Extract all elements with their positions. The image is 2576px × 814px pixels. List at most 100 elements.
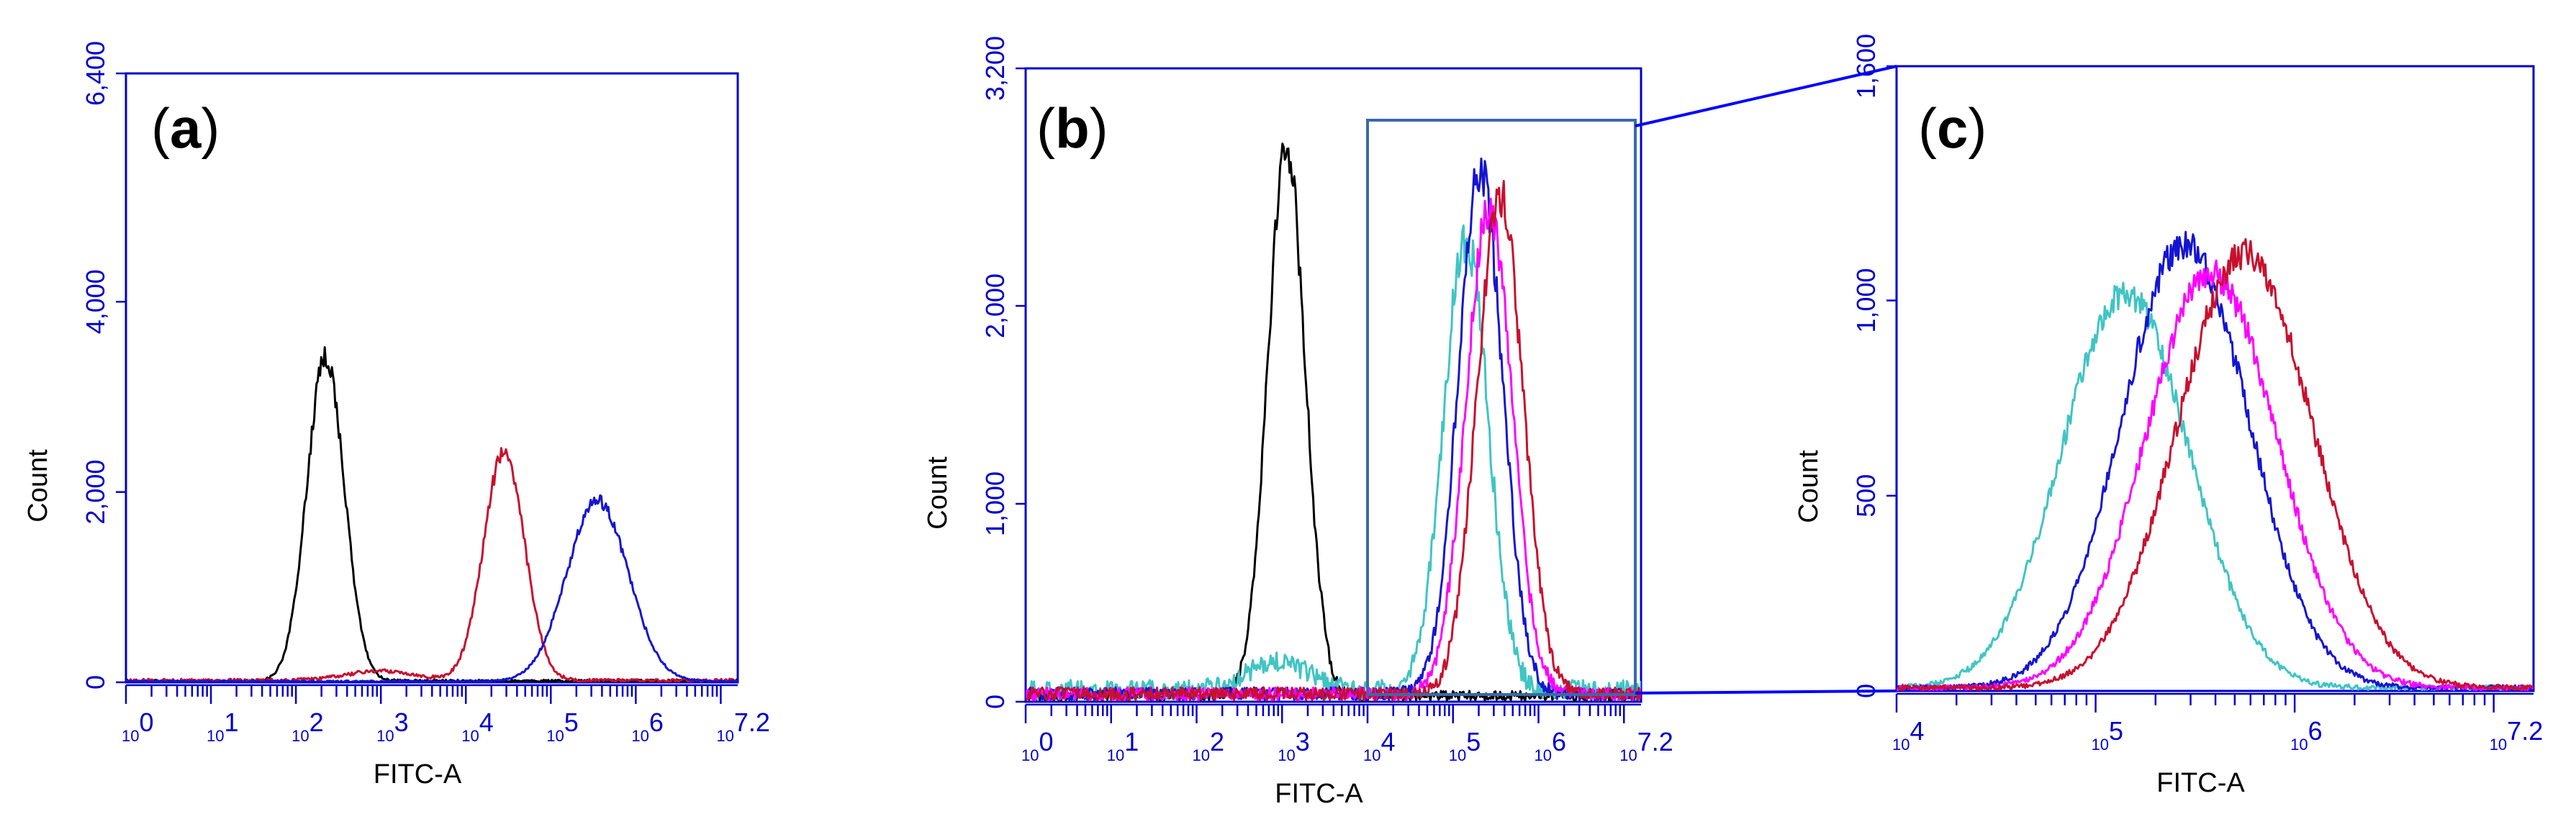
plot-frame: [1895, 65, 2535, 692]
x-tick-label: 107.2: [2490, 716, 2544, 754]
x-tick-exponent: 0: [1039, 727, 1053, 756]
y-axis-title: Count: [923, 456, 953, 530]
x-tick-base: 10: [207, 727, 224, 745]
y-tick-label: 4,000: [81, 269, 110, 334]
panel-label-part: ): [1968, 96, 1987, 160]
y-tick-label: 1,000: [980, 471, 1010, 536]
x-tick-base: 10: [2290, 736, 2308, 754]
x-tick-exponent: 3: [1296, 727, 1310, 756]
series-line-blue: [1026, 157, 1641, 702]
x-tick-label: 104: [1892, 716, 1925, 754]
series-line-cyan: [1897, 281, 2534, 691]
x-tick-base: 10: [1892, 736, 1910, 754]
x-tick-exponent: 1: [1124, 727, 1139, 756]
x-axis-title: FITC-A: [374, 759, 462, 790]
x-tick-label: 105: [1449, 727, 1481, 764]
y-tick-label: 1,000: [1851, 268, 1881, 333]
x-tick-base: 10: [1021, 746, 1039, 764]
x-tick-base: 10: [461, 727, 479, 745]
x-tick-label: 105: [546, 707, 579, 745]
x-tick-base: 10: [1449, 746, 1466, 764]
x-tick-base: 10: [1619, 746, 1637, 764]
x-tick-label: 100: [1021, 727, 1054, 764]
series-line-magenta: [1026, 197, 1641, 702]
panel-label: (c): [1918, 96, 1987, 160]
panel-c: (c)104 105 106 107.205001,0001,600FITC-ACou…: [1794, 34, 2543, 798]
x-tick-label: 103: [376, 707, 409, 745]
x-tick-exponent: 1: [225, 707, 239, 737]
panel-label-part: c: [1937, 96, 1968, 160]
x-tick-exponent: 5: [1466, 727, 1481, 756]
x-tick-exponent: 6: [2308, 716, 2323, 746]
series-group: [1026, 143, 1641, 702]
x-tick-exponent: 5: [2109, 716, 2123, 746]
x-tick-exponent: 4: [1910, 716, 1924, 746]
x-tick-base: 10: [292, 727, 309, 745]
y-tick-label: 1,600: [1851, 34, 1881, 99]
x-tick-label: 106: [631, 707, 664, 745]
series-line-red: [1897, 238, 2534, 691]
series-line-black: [1026, 143, 1641, 702]
series-line-red: [126, 447, 738, 682]
x-tick-label: 102: [1193, 727, 1225, 764]
x-tick-base: 10: [1193, 746, 1210, 764]
y-tick-label: 2,000: [81, 460, 110, 525]
gate-region: [1366, 119, 1637, 696]
x-tick-exponent: 4: [1380, 727, 1395, 756]
panel-label-part: ): [1090, 96, 1108, 160]
x-tick-base: 10: [122, 727, 139, 745]
x-tick-label: 104: [461, 707, 494, 745]
x-tick-base: 10: [1535, 746, 1552, 764]
x-tick-base: 10: [716, 727, 733, 745]
panel-label-part: ): [201, 96, 220, 160]
x-tick-exponent: 5: [564, 707, 579, 737]
x-tick-exponent: 2: [309, 707, 324, 737]
x-tick-base: 10: [546, 727, 564, 745]
x-tick-label: 106: [1535, 727, 1567, 764]
y-tick-label: 0: [81, 675, 110, 689]
x-tick-exponent: 4: [479, 707, 494, 737]
panel-label-part: (: [1918, 96, 1937, 160]
x-tick-label: 105: [2092, 716, 2124, 754]
x-tick-exponent: 6: [649, 707, 664, 737]
x-axis-title: FITC-A: [2156, 768, 2245, 798]
panel-label: (b): [1036, 96, 1108, 160]
x-tick-exponent: 7.2: [1637, 727, 1673, 756]
x-tick-label: 107.2: [1619, 727, 1673, 764]
x-tick-base: 10: [1278, 746, 1295, 764]
x-tick-exponent: 7.2: [734, 707, 770, 737]
x-tick-base: 10: [2490, 736, 2507, 754]
x-tick-label: 100: [122, 707, 154, 745]
series-line-cyan: [1026, 224, 1641, 701]
series-group: [1897, 230, 2534, 691]
panel-label-part: b: [1055, 96, 1090, 160]
x-tick-base: 10: [1107, 746, 1124, 764]
panel-b: (b)100 101 102 103 104 105 106 107.201,0002,000…: [923, 36, 1673, 809]
x-tick-label: 101: [207, 707, 239, 745]
y-axis-title: Count: [23, 449, 53, 523]
x-tick-base: 10: [2092, 736, 2109, 754]
x-tick-base: 10: [1363, 746, 1380, 764]
x-tick-exponent: 3: [394, 707, 409, 737]
series-line-blue: [1897, 230, 2534, 691]
y-axis-title: Count: [1794, 450, 1824, 523]
x-tick-base: 10: [631, 727, 648, 745]
panel-a: (a)100 101 102 103 104 105 106 107.202,0004,000…: [23, 41, 770, 790]
panel-label-part: a: [170, 96, 202, 160]
plot-frame: [1024, 67, 1642, 703]
series-line-blue: [126, 494, 738, 682]
x-tick-base: 10: [376, 727, 394, 745]
x-tick-label: 107.2: [716, 707, 770, 745]
series-line-magenta: [1897, 259, 2534, 691]
panel-label-part: (: [151, 96, 170, 160]
y-tick-label: 500: [1851, 474, 1881, 517]
series-line-red: [1026, 180, 1641, 702]
plot-frame: [125, 72, 739, 684]
x-tick-exponent: 2: [1210, 727, 1224, 756]
x-tick-exponent: 0: [139, 707, 153, 737]
x-tick-label: 106: [2290, 716, 2323, 754]
panel-label-part: (: [1036, 96, 1055, 160]
y-tick-label: 2,000: [980, 273, 1010, 338]
y-tick-label: 3,200: [980, 36, 1010, 101]
